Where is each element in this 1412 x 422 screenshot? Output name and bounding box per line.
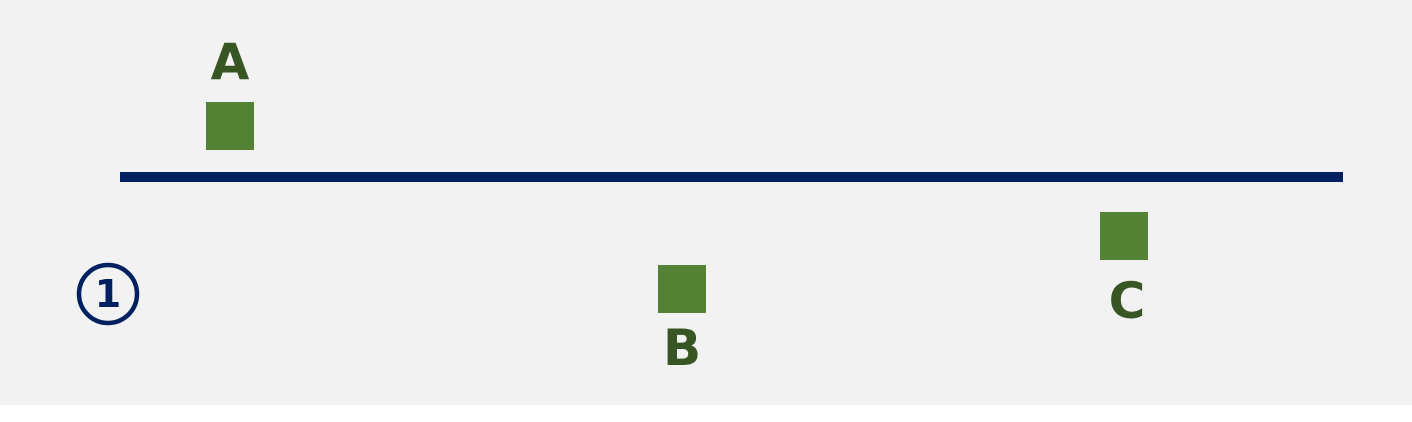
point-a-label: A — [210, 33, 250, 91]
point-c-marker — [1100, 212, 1148, 260]
point-c-label: C — [1108, 272, 1146, 330]
step-number-circle — [76, 262, 140, 326]
point-b-marker — [658, 265, 706, 313]
step-number: 1 — [95, 272, 121, 316]
point-a-marker — [206, 102, 254, 150]
point-b-label: B — [662, 319, 702, 377]
step-number-badge: 1 — [76, 262, 140, 326]
horizontal-line — [120, 172, 1343, 182]
diagram-panel: A B C 1 — [0, 0, 1412, 405]
